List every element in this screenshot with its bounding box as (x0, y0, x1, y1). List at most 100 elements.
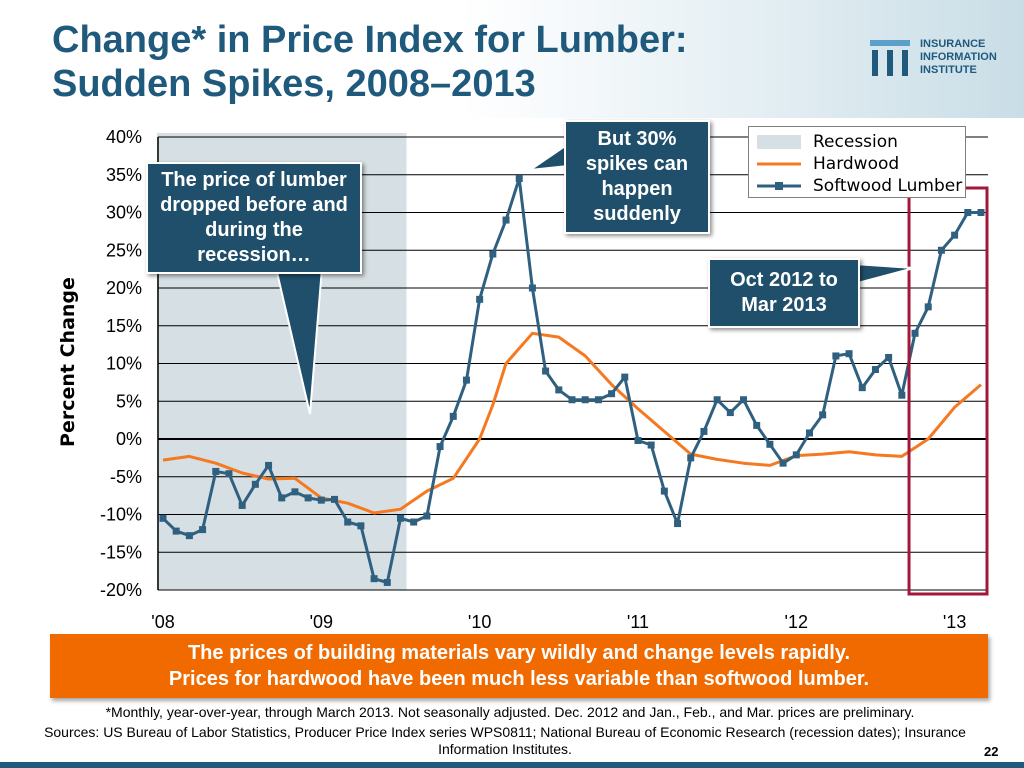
footnote: *Monthly, year-over-year, through March … (105, 704, 915, 720)
iii-logo: INSURANCE INFORMATION INSTITUTE (868, 36, 1018, 80)
y-tick-label: 0% (116, 429, 142, 449)
softwood-point (225, 470, 233, 478)
y-tick-labels: 40% 35% 30% 25% 20% 15% 10% 5% 0% -5% -10% -15% -20% (100, 127, 142, 600)
x-tick-labels: '08 '09 '10 '11 '12 '13 (151, 612, 966, 632)
softwood-point (383, 578, 391, 586)
banner-line-1: The prices of building materials vary wi… (187, 642, 851, 664)
softwood-point (766, 440, 774, 448)
softwood-point (779, 459, 787, 467)
legend-label-recession: Recession (813, 132, 898, 152)
legend-label-hardwood: Hardwood (813, 154, 900, 174)
logo-line-3: INSTITUTE (920, 64, 977, 76)
softwood-point (951, 231, 959, 239)
softwood-point (238, 501, 246, 509)
hardwood-series-line (162, 331, 982, 515)
softwood-point (502, 216, 510, 224)
softwood-point (858, 384, 866, 392)
callout-pointer-recent (853, 262, 915, 286)
softwood-point (199, 526, 207, 534)
chart-legend: Recession Hardwood Softwood Lumber (748, 126, 966, 198)
logo-line-1: INSURANCE (920, 38, 986, 50)
softwood-point (594, 396, 602, 404)
softwood-point (317, 496, 325, 504)
softwood-point (370, 575, 378, 583)
softwood-point (726, 409, 734, 417)
softwood-series-points (159, 175, 985, 586)
softwood-point (476, 295, 484, 303)
softwood-point (581, 396, 589, 404)
softwood-point (977, 209, 985, 216)
y-tick-label: 20% (106, 278, 142, 298)
softwood-point (805, 429, 813, 437)
softwood-point (423, 512, 431, 520)
softwood-point (449, 412, 457, 420)
softwood-point (344, 518, 352, 526)
legend-swatch-softwood (757, 182, 801, 190)
legend-swatch-hardwood (757, 162, 801, 166)
x-tick-label: '10 (468, 612, 491, 632)
softwood-point (331, 495, 339, 503)
softwood-point (568, 396, 576, 404)
header-band (0, 0, 1024, 118)
y-tick-label: -10% (100, 505, 142, 525)
softwood-point (278, 494, 286, 502)
y-tick-label: 30% (106, 203, 142, 223)
softwood-point (885, 353, 893, 361)
y-tick-label: -15% (100, 542, 142, 562)
softwood-point (542, 367, 550, 375)
x-tick-label: '08 (151, 612, 174, 632)
y-tick-label: 15% (106, 316, 142, 336)
softwood-point (608, 390, 616, 398)
title-line-1: Change* in Price Index for Lumber: (52, 19, 688, 61)
softwood-point (924, 303, 932, 311)
softwood-point (304, 494, 312, 502)
softwood-point (396, 514, 404, 522)
bottom-bar (0, 762, 1024, 768)
legend-item-hardwood: Hardwood (757, 153, 957, 175)
callout-recent-period: Oct 2012 to Mar 2013 (708, 258, 860, 328)
y-tick-label: -5% (110, 467, 142, 487)
page-title: Change* in Price Index for Lumber: Sudde… (52, 18, 688, 106)
callout-spikes: But 30% spikes can happen suddenly (564, 120, 710, 234)
softwood-point (819, 411, 827, 419)
softwood-point (462, 376, 470, 384)
y-tick-label: 40% (106, 127, 142, 147)
softwood-point (172, 527, 180, 535)
y-axis-title-text: Percent Change (57, 277, 79, 447)
softwood-point (647, 441, 655, 449)
softwood-point (410, 518, 418, 526)
callout-recent-text: Oct 2012 to Mar 2013 (730, 269, 838, 316)
page-number: 22 (984, 744, 999, 759)
softwood-point (555, 386, 563, 394)
softwood-point (700, 427, 708, 435)
softwood-point (753, 421, 761, 429)
softwood-point (251, 480, 259, 488)
x-tick-label: '12 (785, 612, 808, 632)
softwood-point (832, 352, 840, 360)
legend-item-softwood: Softwood Lumber (757, 175, 962, 197)
legend-swatch-recession (757, 135, 801, 149)
y-tick-label: 5% (116, 391, 142, 411)
logo-line-2: INFORMATION (920, 51, 997, 63)
callout-recession-text: The price of lumber dropped before and d… (160, 169, 348, 266)
softwood-point (528, 284, 536, 292)
y-tick-label: 25% (106, 240, 142, 260)
logo-text: INSURANCE INFORMATION INSTITUTE (920, 38, 997, 77)
softwood-point (871, 366, 879, 374)
softwood-point (436, 443, 444, 451)
softwood-point (291, 488, 299, 496)
x-tick-label: '11 (627, 612, 649, 632)
softwood-point (621, 373, 629, 381)
callout-pointer-spikes (529, 142, 569, 171)
softwood-point (515, 175, 523, 183)
softwood-point (159, 514, 167, 522)
callout-spikes-text: But 30% spikes can happen suddenly (585, 128, 689, 225)
softwood-point (489, 250, 497, 258)
softwood-point (964, 209, 972, 216)
softwood-point (898, 391, 906, 399)
softwood-point (212, 467, 220, 475)
banner-line-2: Prices for hardwood have been much less … (168, 668, 870, 690)
y-tick-label: -20% (100, 580, 142, 600)
summary-banner: The prices of building materials vary wi… (50, 634, 988, 698)
softwood-point (713, 396, 721, 404)
